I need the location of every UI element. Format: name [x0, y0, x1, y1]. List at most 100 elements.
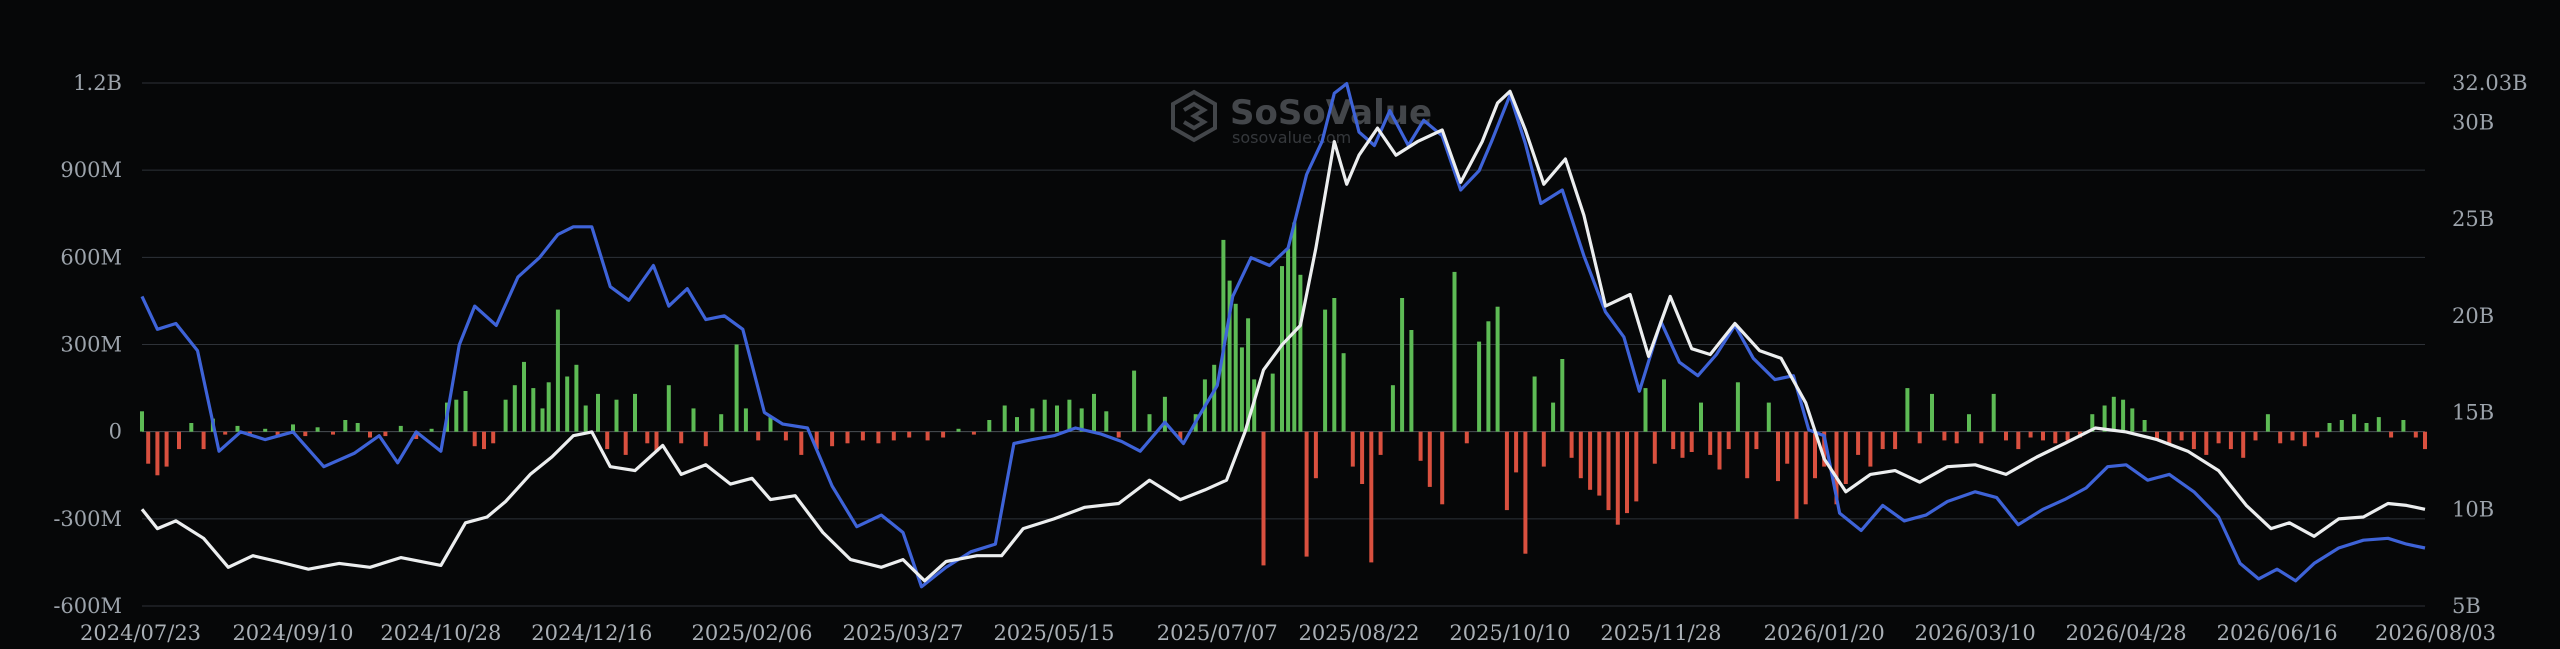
y-left-tick-label: 900M — [60, 158, 122, 182]
y-right-tick-label: 10B — [2452, 497, 2494, 521]
flow-bar — [1400, 298, 1405, 432]
flow-bar — [1615, 431, 1620, 525]
flow-bar — [155, 431, 160, 476]
flow-bar — [414, 431, 419, 439]
flow-bar — [691, 408, 696, 432]
flow-bar — [1834, 431, 1839, 505]
flow-bar — [235, 425, 240, 432]
flow-bar — [2090, 414, 2095, 432]
flow-bar — [1233, 303, 1238, 432]
flow-bar — [1002, 405, 1007, 432]
flow-bar — [1390, 385, 1395, 432]
flow-bar — [2155, 431, 2159, 441]
flow-bar — [941, 431, 946, 438]
x-tick-label: 2025/07/07 — [1157, 621, 1278, 645]
flow-bar — [1378, 431, 1383, 455]
flow-bar — [1298, 274, 1303, 432]
flow-bar — [1162, 396, 1167, 432]
flow-bar — [1042, 399, 1047, 432]
flow-bar — [355, 423, 360, 432]
flow-bar — [1708, 431, 1713, 455]
flow-bar — [614, 399, 619, 432]
flow-bar — [331, 431, 335, 435]
flow-bar — [1270, 373, 1275, 432]
flow-bar — [971, 431, 976, 435]
flow-bar — [1541, 431, 1546, 467]
flow-bar — [2423, 431, 2427, 450]
flow-bar — [140, 411, 144, 432]
flow-bar — [574, 364, 579, 432]
flow-bar — [1092, 393, 1096, 432]
flow-bar — [343, 420, 348, 432]
flow-bar — [1569, 431, 1574, 458]
flow-bar — [1979, 431, 1984, 444]
flow-bar — [2028, 431, 2033, 438]
flow-bar — [2265, 414, 2270, 432]
flow-bar — [2016, 431, 2021, 450]
flow-bar — [177, 431, 181, 450]
flow-bar — [201, 431, 206, 450]
x-tick-label: 2024/10/28 — [380, 621, 501, 645]
y-right-tick-label: 32.03B — [2452, 71, 2528, 95]
flow-bar — [2041, 431, 2045, 441]
flow-bar — [1689, 431, 1694, 452]
flow-bar — [1532, 376, 1537, 432]
flow-bar — [503, 399, 508, 432]
x-tick-label: 2026/08/03 — [2375, 621, 2496, 645]
flow-bar — [522, 361, 526, 432]
sosovalue-logo-icon — [1171, 89, 1217, 143]
flow-bar — [2053, 431, 2058, 444]
flow-bar — [756, 431, 761, 441]
flow-bar — [743, 408, 748, 432]
x-tick-label: 2026/04/28 — [2066, 621, 2187, 645]
white-series-line — [140, 89, 2426, 583]
flow-bar — [1942, 431, 1947, 441]
flow-bar — [1754, 431, 1759, 450]
flow-bar — [1625, 431, 1629, 514]
y-left-tick-label: -600M — [53, 594, 122, 618]
y-left-tick-label: 1.2B — [73, 71, 122, 95]
x-tick-label: 2025/02/06 — [692, 621, 813, 645]
flow-bar — [383, 431, 388, 437]
flow-bar — [189, 423, 194, 432]
flow-bar — [291, 424, 295, 432]
flow-bar — [2241, 431, 2246, 458]
flow-bar — [1745, 431, 1750, 479]
flow-bar — [1776, 431, 1780, 482]
watermark-brand: SoSoValue — [1230, 93, 1432, 133]
y-right-tick-label: 25B — [2452, 207, 2494, 231]
x-tick-label: 2024/07/23 — [80, 621, 201, 645]
flow-bar — [1822, 431, 1827, 467]
y-left-tick-label: 0 — [109, 420, 122, 444]
flow-bar — [1856, 431, 1861, 455]
y-axis-right: 5B 10B 15B 20B 25B 30B 32.03B — [2452, 71, 2528, 618]
flow-bar — [830, 431, 835, 447]
flow-bar — [2302, 431, 2307, 447]
flow-bar — [1699, 402, 1703, 432]
flow-bar — [1464, 431, 1469, 444]
flow-bar — [2290, 431, 2295, 441]
flow-bar — [2376, 417, 2381, 432]
flow-bar — [1868, 431, 1873, 467]
flow-bar — [1991, 393, 1996, 432]
flow-bar — [1893, 431, 1898, 450]
flow-bar — [1452, 271, 1457, 432]
flow-bar — [1785, 431, 1790, 464]
flow-bar — [2278, 431, 2283, 444]
x-axis: 2024/07/23 2024/09/10 2024/10/28 2024/12/16… — [80, 621, 2496, 645]
flow-bar — [223, 431, 228, 435]
flow-bar — [1843, 431, 1848, 484]
flow-bar — [1523, 431, 1528, 554]
flow-bar — [472, 431, 477, 447]
flow-bar — [2130, 408, 2135, 432]
flow-bar — [2339, 420, 2344, 432]
flow-bar — [1246, 318, 1251, 432]
flow-bar — [512, 385, 517, 432]
flow-bar — [1794, 431, 1799, 519]
flow-bar — [1514, 431, 1519, 473]
flow-bar — [1905, 388, 1910, 432]
x-tick-label: 2025/05/15 — [993, 621, 1114, 645]
flow-bar — [1239, 347, 1244, 432]
flow-bar — [1717, 431, 1722, 470]
flow-bar — [1427, 431, 1432, 487]
